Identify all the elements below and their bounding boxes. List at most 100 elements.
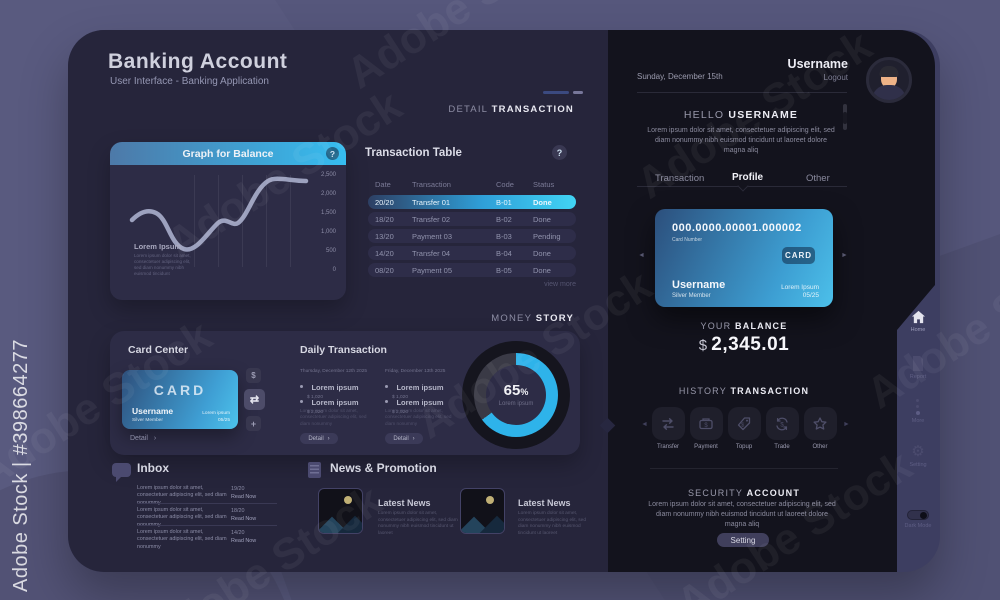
page-subtitle: User Interface - Banking Application (110, 76, 269, 87)
row-status: Done (533, 215, 551, 224)
graph-caption-body: Lorem ipsum dolor sit amet, consectetuer… (134, 253, 191, 276)
gridline (290, 175, 291, 267)
moon-icon (344, 496, 352, 504)
balance-label: YOUR BALANCE (700, 321, 788, 331)
svg-text:$: $ (780, 422, 784, 428)
row-status: Done (533, 249, 551, 258)
tab-other[interactable]: Other (806, 173, 830, 184)
row-code: B-01 (496, 198, 512, 207)
help-icon[interactable]: ? (326, 147, 339, 160)
panel-intro-text: Lorem ipsum dolor sit amet, consectetuer… (647, 127, 835, 155)
row-code: B-05 (496, 266, 512, 275)
bullet-icon (385, 385, 388, 388)
row-code: B-03 (496, 232, 512, 241)
row-code: B-04 (496, 249, 512, 258)
scrollbar[interactable] (843, 104, 847, 130)
daily-item-amount: $ 1,020 (392, 395, 409, 400)
panel-date: Sunday, December 15th (637, 72, 723, 81)
history-item-transfer[interactable]: Transfer (650, 407, 686, 450)
card-holder: Lorem Ipsum (781, 284, 819, 291)
news-item-title[interactable]: Latest News (518, 498, 571, 508)
view-more-link[interactable]: view more (544, 281, 576, 288)
row-date: 14/20 (375, 249, 394, 258)
table-row[interactable]: 08/20 Payment 05 B-05 Done (368, 263, 576, 277)
rail-item-dark-mode[interactable]: Dark Mode (900, 510, 936, 529)
news-thumbnail[interactable] (460, 488, 505, 534)
history-next-arrow[interactable]: ► (843, 421, 850, 428)
row-status: Done (533, 198, 552, 207)
card-center-title: Card Center (128, 344, 189, 356)
donut-unit: % (520, 387, 529, 397)
rail-item-report[interactable]: Report (900, 356, 936, 380)
logout-link[interactable]: Logout (823, 73, 848, 82)
daily-detail-button[interactable]: Detail › (385, 433, 423, 444)
card-prev-arrow[interactable]: ◄ (638, 252, 645, 259)
bullet-icon (300, 385, 303, 388)
day-date: Friday, December 13th 2025 (385, 369, 446, 374)
history-prev-arrow[interactable]: ◄ (641, 421, 648, 428)
bank-card[interactable]: CARD Username Silver Member Lorem ipsum … (122, 370, 238, 429)
inbox-row[interactable]: Lorem ipsum dolor sit amet, consectetuer… (137, 507, 277, 529)
setting-button[interactable]: Setting (717, 533, 769, 547)
scrollbar-thumb[interactable] (843, 112, 847, 124)
read-now-link[interactable]: Read Now (231, 494, 257, 501)
gear-icon: ⚙ (911, 443, 925, 460)
card-center-detail-link[interactable]: Detail › (130, 435, 157, 442)
help-icon[interactable]: ? (552, 145, 567, 160)
news-icon (308, 462, 321, 478)
rail-item-home[interactable]: Home (900, 310, 936, 333)
card-member: Silver Member (672, 293, 711, 299)
history-transaction-label: HISTORY TRANSACTION (678, 386, 810, 396)
inbox-title: Inbox (137, 461, 169, 475)
bank-card-brand: CARD (153, 382, 207, 398)
history-item-trade[interactable]: $ Trade (764, 407, 800, 450)
avatar[interactable] (866, 57, 912, 103)
history-item-other[interactable]: Other (802, 407, 838, 450)
table-row[interactable]: 13/20 Payment 03 B-03 Pending (368, 229, 576, 243)
news-thumbnail[interactable] (318, 488, 363, 534)
inbox-date: 19/20 (231, 486, 245, 492)
tab-transaction[interactable]: Transaction (655, 173, 705, 184)
transfer-icon (662, 417, 674, 430)
y-axis-tick: 0 (332, 267, 336, 273)
dollar-action-button[interactable]: $ (246, 368, 261, 383)
history-item-payment[interactable]: $ Payment (688, 407, 724, 450)
tab-profile[interactable]: Profile (732, 172, 764, 183)
security-account-label: SECURITY ACCOUNT (687, 488, 801, 498)
history-item-topup[interactable]: $ Topup (726, 407, 762, 450)
inbox-row[interactable]: Lorem ipsum dolor sit amet, consectetuer… (137, 529, 277, 551)
rail-item-more[interactable]: More (900, 399, 936, 424)
daily-item-amount: $ 2,020 (307, 410, 324, 415)
inbox-row[interactable]: Lorem ipsum dolor sit amet, consectetuer… (137, 485, 277, 507)
gridline (266, 175, 267, 267)
graph-card-header: Graph for Balance (110, 142, 346, 165)
svg-text:$: $ (741, 422, 744, 428)
trade-icon: $ (776, 417, 788, 430)
bank-card-member: Silver Member (132, 418, 163, 423)
daily-transaction-title: Daily Transaction (300, 344, 387, 356)
read-now-link[interactable]: Read Now (231, 516, 257, 523)
dark-mode-toggle[interactable] (907, 510, 929, 520)
balance-graph-card: Graph for Balance ? 2,500 2,000 1,500 1,… (110, 142, 346, 300)
table-row[interactable]: 18/20 Transfer 02 B-02 Done (368, 212, 576, 226)
table-row[interactable]: 14/20 Transfer 04 B-04 Done (368, 246, 576, 260)
rail-item-setting[interactable]: ⚙ Setting (909, 443, 927, 468)
row-date: 13/20 (375, 232, 394, 241)
y-axis-tick: 500 (325, 248, 336, 254)
daily-detail-button[interactable]: Detail › (300, 433, 338, 444)
credit-card[interactable]: 000.0000.00001.000002 Card Number CARD U… (655, 209, 833, 307)
transfer-action-button[interactable]: ⇄ (244, 389, 265, 410)
star-icon (813, 416, 827, 430)
add-action-button[interactable]: + (246, 416, 261, 431)
card-next-arrow[interactable]: ► (841, 252, 848, 259)
bank-card-expiry: 05/25 (217, 418, 230, 423)
table-row[interactable]: 20/20 Transfer 01 B-01 Done (368, 195, 576, 209)
bank-card-holder: Lorem ipsum (202, 411, 230, 416)
graph-card-title: Graph for Balance (182, 147, 274, 160)
card-number: 000.0000.00001.000002 (672, 222, 802, 234)
balance-amount: $ 2,345.01 (698, 334, 790, 355)
read-now-link[interactable]: Read Now (231, 538, 257, 545)
news-item-title[interactable]: Latest News (378, 498, 431, 508)
row-date: 20/20 (375, 198, 394, 207)
more-dots-icon (916, 399, 920, 415)
